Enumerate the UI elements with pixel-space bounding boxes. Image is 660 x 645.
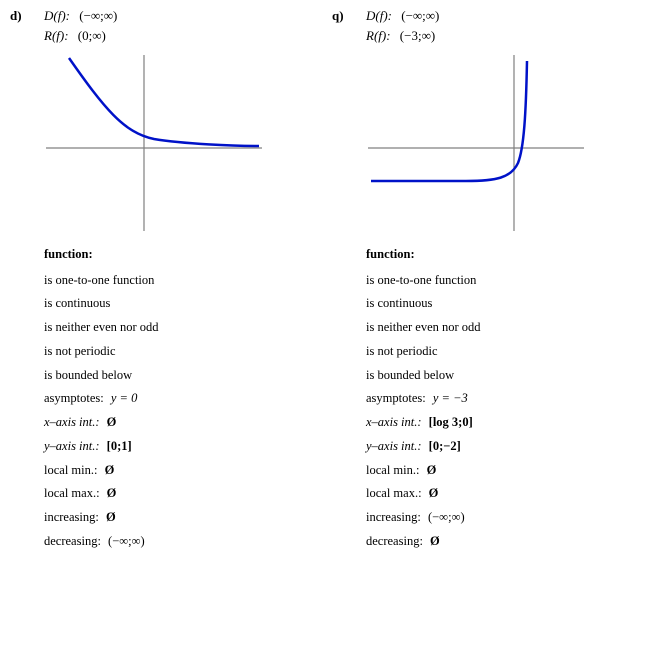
page-root: d) D(f): (−∞;∞) R(f): (0;∞) function:: [0, 0, 660, 562]
panel-letter-d: d): [8, 8, 44, 24]
xint-value: Ø: [107, 415, 117, 429]
dec-line: decreasing: (−∞;∞): [44, 530, 318, 554]
prop-line: is one-to-one function: [366, 269, 640, 293]
dec-value: (−∞;∞): [108, 534, 145, 548]
lmax-label: local max.:: [366, 486, 422, 500]
prop-line: is one-to-one function: [44, 269, 318, 293]
range-value: (−3;∞): [400, 28, 435, 43]
range-line-d: R(f): (0;∞): [44, 26, 318, 47]
prop-line: is continuous: [44, 292, 318, 316]
asymptotes-value: y = −3: [433, 391, 468, 405]
panel-d: d) D(f): (−∞;∞) R(f): (0;∞) function:: [8, 8, 330, 554]
dec-label: decreasing:: [366, 534, 423, 548]
prop-line: is neither even nor odd: [366, 316, 640, 340]
range-value: (0;∞): [78, 28, 106, 43]
domain-line-q: D(f): (−∞;∞): [366, 8, 439, 24]
domain-value: (−∞;∞): [79, 8, 117, 23]
prop-line: is not periodic: [44, 340, 318, 364]
lmin-value: Ø: [105, 463, 115, 477]
inc-line: increasing: (−∞;∞): [366, 506, 640, 530]
asymptotes-line: asymptotes: y = −3: [366, 387, 640, 411]
lmax-value: Ø: [107, 486, 117, 500]
inc-label: increasing:: [366, 510, 421, 524]
asymptotes-label: asymptotes:: [44, 391, 104, 405]
chart-d: [44, 53, 264, 233]
panel-d-header: d) D(f): (−∞;∞): [8, 8, 318, 26]
lmin-line: local min.: Ø: [44, 459, 318, 483]
yint-label: y–axis int.:: [366, 439, 422, 453]
domain-line-d: D(f): (−∞;∞): [44, 8, 117, 24]
inc-value: Ø: [106, 510, 116, 524]
yint-line: y–axis int.: [0;−2]: [366, 435, 640, 459]
xint-label: x–axis int.:: [366, 415, 422, 429]
props-heading: function:: [44, 243, 318, 267]
panel-q-header: q) D(f): (−∞;∞): [330, 8, 640, 26]
yint-line: y–axis int.: [0;1]: [44, 435, 318, 459]
lmax-value: Ø: [429, 486, 439, 500]
prop-line: is continuous: [366, 292, 640, 316]
yint-value: [0;1]: [107, 439, 132, 453]
range-label: R(f):: [44, 28, 69, 43]
panel-q: q) D(f): (−∞;∞) R(f): (−3;∞) function:: [330, 8, 652, 554]
lmax-label: local max.:: [44, 486, 100, 500]
asymptotes-label: asymptotes:: [366, 391, 426, 405]
domain-value: (−∞;∞): [401, 8, 439, 23]
lmax-line: local max.: Ø: [44, 482, 318, 506]
domain-label: D(f):: [366, 8, 392, 23]
dec-value: Ø: [430, 534, 440, 548]
chart-bg: [366, 53, 586, 233]
lmin-label: local min.:: [44, 463, 97, 477]
inc-label: increasing:: [44, 510, 99, 524]
inc-line: increasing: Ø: [44, 506, 318, 530]
chart-q-wrap: [366, 53, 640, 233]
lmin-label: local min.:: [366, 463, 419, 477]
chart-d-wrap: [44, 53, 318, 233]
dec-line: decreasing: Ø: [366, 530, 640, 554]
xint-label: x–axis int.:: [44, 415, 100, 429]
inc-value: (−∞;∞): [428, 510, 465, 524]
yint-value: [0;−2]: [429, 439, 461, 453]
panel-letter-q: q): [330, 8, 366, 24]
lmin-line: local min.: Ø: [366, 459, 640, 483]
xint-line: x–axis int.: [log 3;0]: [366, 411, 640, 435]
chart-bg: [44, 53, 264, 233]
prop-line: is bounded below: [366, 364, 640, 388]
chart-q: [366, 53, 586, 233]
props-d: function: is one-to-one function is cont…: [44, 243, 318, 554]
dec-label: decreasing:: [44, 534, 101, 548]
xint-line: x–axis int.: Ø: [44, 411, 318, 435]
prop-line: is bounded below: [44, 364, 318, 388]
lmin-value: Ø: [427, 463, 437, 477]
range-line-q: R(f): (−3;∞): [366, 26, 640, 47]
asymptotes-value: y = 0: [111, 391, 137, 405]
xint-value: [log 3;0]: [429, 415, 473, 429]
range-label: R(f):: [366, 28, 391, 43]
asymptotes-line: asymptotes: y = 0: [44, 387, 318, 411]
lmax-line: local max.: Ø: [366, 482, 640, 506]
prop-line: is neither even nor odd: [44, 316, 318, 340]
props-heading: function:: [366, 243, 640, 267]
yint-label: y–axis int.:: [44, 439, 100, 453]
domain-label: D(f):: [44, 8, 70, 23]
prop-line: is not periodic: [366, 340, 640, 364]
props-q: function: is one-to-one function is cont…: [366, 243, 640, 554]
